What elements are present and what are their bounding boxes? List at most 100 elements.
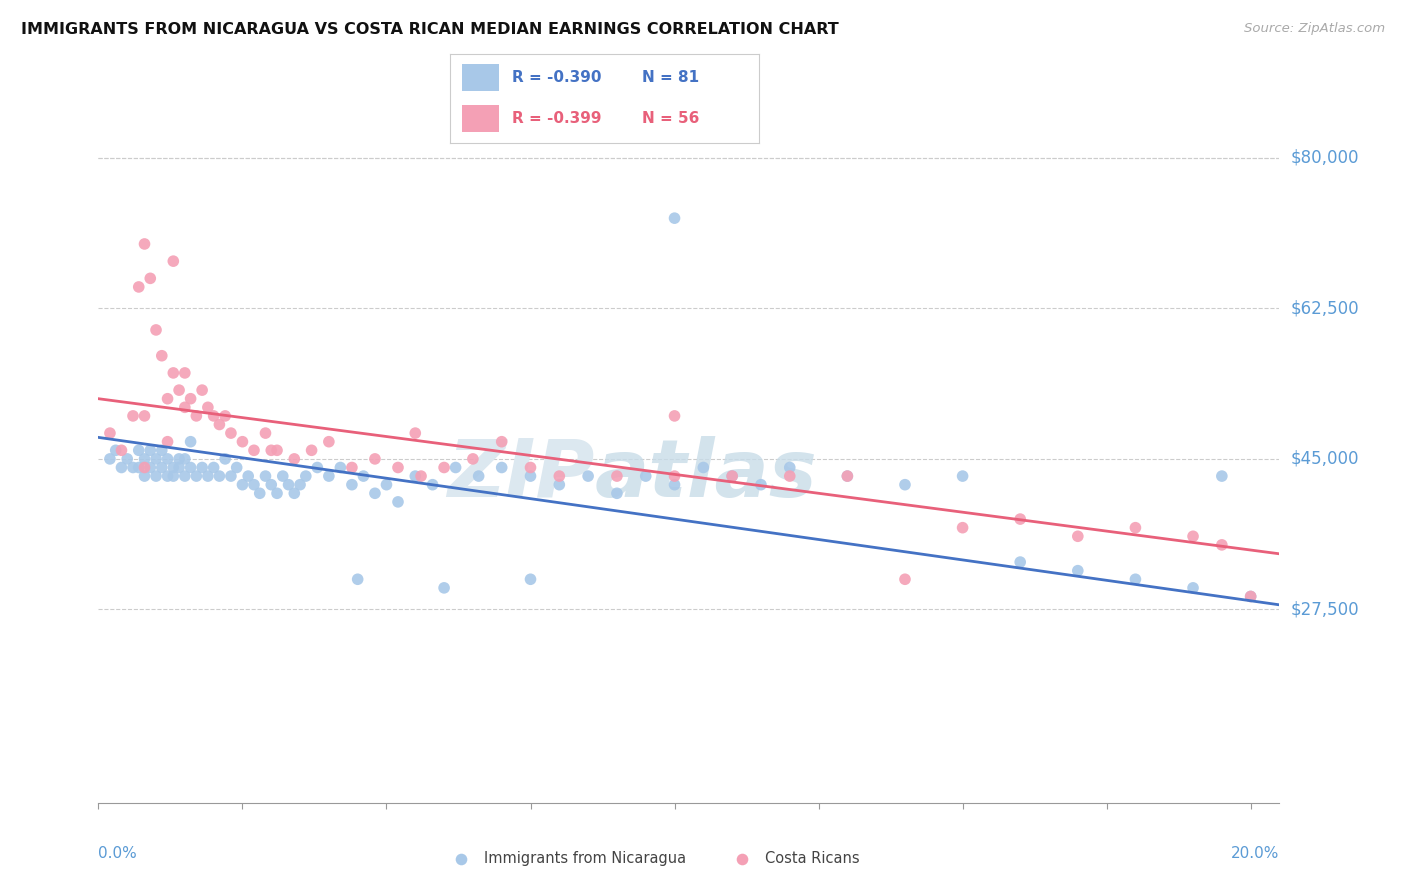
Text: R = -0.390: R = -0.390 bbox=[512, 70, 602, 85]
Point bbox=[122, 409, 145, 423]
Point bbox=[387, 495, 409, 509]
Point bbox=[180, 434, 202, 449]
Text: Source: ZipAtlas.com: Source: ZipAtlas.com bbox=[1244, 22, 1385, 36]
Point bbox=[1067, 529, 1090, 543]
Point bbox=[283, 486, 305, 500]
Point bbox=[664, 409, 686, 423]
Point bbox=[150, 443, 173, 458]
Point bbox=[254, 469, 277, 483]
Point bbox=[664, 469, 686, 483]
Point bbox=[779, 460, 801, 475]
Point bbox=[150, 349, 173, 363]
Bar bbox=[463, 105, 499, 132]
Point bbox=[260, 477, 283, 491]
Point bbox=[122, 460, 145, 475]
Point bbox=[238, 469, 260, 483]
Point bbox=[779, 469, 801, 483]
Text: 0.0%: 0.0% bbox=[98, 846, 138, 861]
Point bbox=[128, 443, 150, 458]
Point bbox=[197, 401, 219, 415]
Point bbox=[1211, 469, 1233, 483]
Point bbox=[156, 434, 179, 449]
Point bbox=[422, 477, 444, 491]
Point bbox=[128, 460, 150, 475]
Text: Immigrants from Nicaragua: Immigrants from Nicaragua bbox=[484, 851, 686, 866]
Point bbox=[167, 451, 190, 466]
Point bbox=[433, 460, 456, 475]
Point bbox=[548, 477, 571, 491]
Point bbox=[387, 460, 409, 475]
Point bbox=[837, 469, 859, 483]
Point bbox=[145, 323, 167, 337]
Text: Costa Ricans: Costa Ricans bbox=[765, 851, 859, 866]
Text: atlas: atlas bbox=[595, 435, 817, 514]
Point bbox=[1010, 555, 1032, 569]
Point bbox=[180, 460, 202, 475]
Point bbox=[576, 469, 599, 483]
Point bbox=[277, 477, 299, 491]
Point bbox=[329, 460, 352, 475]
Point bbox=[364, 451, 387, 466]
Point bbox=[340, 460, 363, 475]
Point bbox=[156, 451, 179, 466]
Point bbox=[721, 469, 744, 483]
Point bbox=[98, 426, 121, 441]
Point bbox=[139, 443, 162, 458]
Point bbox=[606, 486, 628, 500]
Point bbox=[162, 460, 184, 475]
Point bbox=[1010, 512, 1032, 526]
Point bbox=[186, 409, 208, 423]
Point bbox=[1067, 564, 1090, 578]
Point bbox=[134, 409, 156, 423]
Point bbox=[404, 469, 426, 483]
Point bbox=[519, 460, 541, 475]
Point bbox=[180, 392, 202, 406]
Text: N = 81: N = 81 bbox=[641, 70, 699, 85]
Point bbox=[156, 469, 179, 483]
Point bbox=[128, 280, 150, 294]
Point bbox=[1182, 581, 1205, 595]
Point bbox=[664, 477, 686, 491]
Point bbox=[433, 581, 456, 595]
Point bbox=[134, 236, 156, 251]
Point bbox=[1182, 529, 1205, 543]
Point bbox=[110, 460, 132, 475]
Point bbox=[1125, 521, 1147, 535]
Point bbox=[409, 469, 432, 483]
Point bbox=[214, 409, 236, 423]
Point bbox=[139, 460, 162, 475]
Point bbox=[191, 383, 214, 397]
Point bbox=[162, 254, 184, 268]
Point bbox=[346, 572, 368, 586]
Point bbox=[145, 469, 167, 483]
Point bbox=[664, 211, 686, 226]
Point bbox=[288, 477, 311, 491]
Point bbox=[231, 477, 253, 491]
Point bbox=[952, 469, 974, 483]
Point bbox=[283, 451, 305, 466]
Point bbox=[1240, 590, 1263, 604]
Text: $45,000: $45,000 bbox=[1291, 450, 1360, 468]
Point bbox=[692, 460, 714, 475]
Point bbox=[214, 451, 236, 466]
Point bbox=[208, 469, 231, 483]
Point bbox=[548, 469, 571, 483]
Point bbox=[254, 426, 277, 441]
Point bbox=[519, 469, 541, 483]
Text: R = -0.399: R = -0.399 bbox=[512, 112, 602, 126]
Point bbox=[1211, 538, 1233, 552]
Point bbox=[364, 486, 387, 500]
Point bbox=[249, 486, 271, 500]
Point bbox=[243, 477, 266, 491]
Text: $80,000: $80,000 bbox=[1291, 149, 1360, 167]
Point bbox=[307, 460, 329, 475]
Point bbox=[208, 417, 231, 432]
Point bbox=[150, 460, 173, 475]
Point bbox=[260, 443, 283, 458]
Point bbox=[104, 443, 127, 458]
Text: $62,500: $62,500 bbox=[1291, 300, 1360, 318]
Point bbox=[894, 477, 917, 491]
Point bbox=[266, 486, 288, 500]
Point bbox=[721, 469, 744, 483]
Point bbox=[134, 451, 156, 466]
